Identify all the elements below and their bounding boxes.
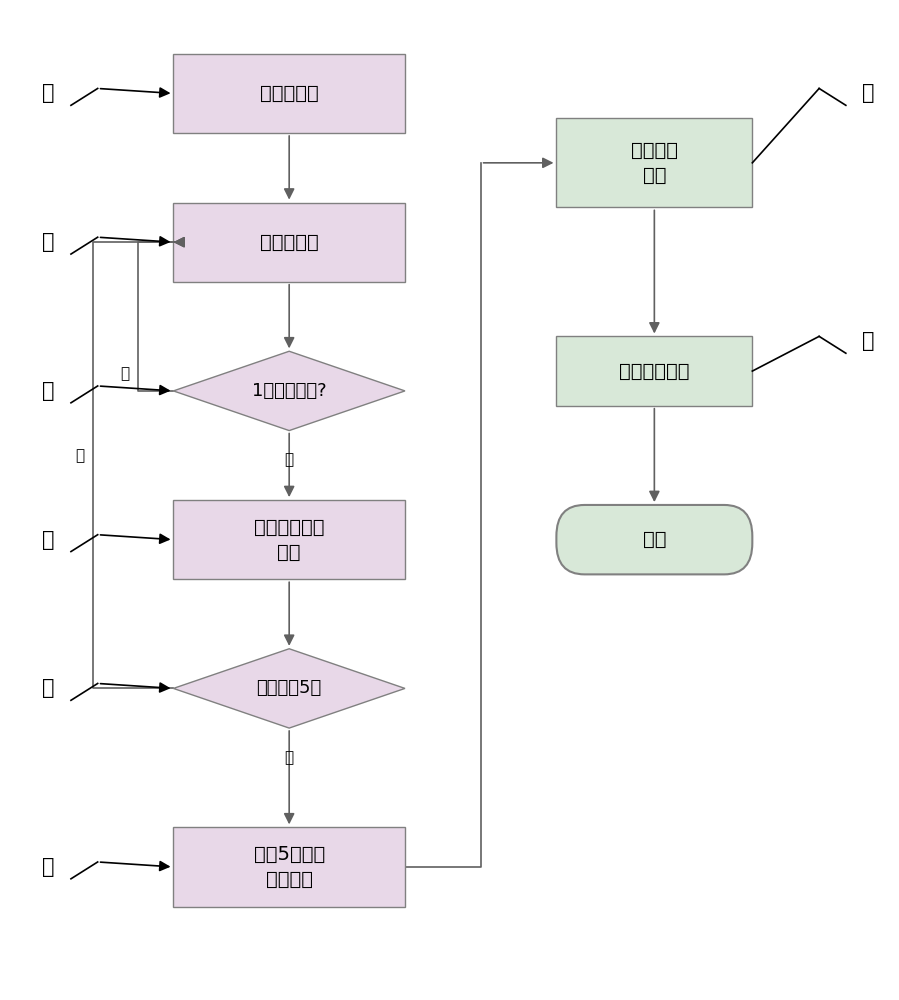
- Text: 六: 六: [42, 857, 55, 877]
- Text: 五: 五: [42, 678, 55, 698]
- FancyBboxPatch shape: [174, 500, 405, 579]
- Text: 结束: 结束: [643, 530, 666, 549]
- Text: 八: 八: [862, 331, 875, 351]
- Text: 脉冲数采集: 脉冲数采集: [260, 233, 318, 252]
- Text: 是: 是: [285, 750, 294, 765]
- Text: 否: 否: [120, 366, 129, 381]
- FancyBboxPatch shape: [174, 202, 405, 282]
- Text: 进行特征系数
计算: 进行特征系数 计算: [254, 518, 325, 562]
- Polygon shape: [174, 351, 405, 431]
- Text: 一: 一: [42, 83, 55, 103]
- Text: 1分钟时间到?: 1分钟时间到?: [252, 382, 326, 400]
- Text: 三: 三: [42, 381, 55, 401]
- Text: 是否达到5次: 是否达到5次: [256, 679, 322, 697]
- FancyBboxPatch shape: [556, 505, 752, 574]
- Text: 二: 二: [42, 232, 55, 252]
- Polygon shape: [174, 649, 405, 728]
- FancyBboxPatch shape: [174, 54, 405, 133]
- FancyBboxPatch shape: [556, 118, 752, 207]
- Text: 初步标定
成功: 初步标定 成功: [631, 141, 678, 185]
- Text: 七: 七: [862, 83, 875, 103]
- Text: 否: 否: [76, 448, 85, 463]
- Text: 开启定时器: 开启定时器: [260, 84, 318, 103]
- Text: 是: 是: [285, 452, 294, 467]
- Text: 进行长期修正: 进行长期修正: [619, 362, 690, 381]
- FancyBboxPatch shape: [556, 336, 752, 406]
- Text: 比较5次数值
取中间值: 比较5次数值 取中间值: [254, 845, 325, 889]
- Text: 四: 四: [42, 530, 55, 550]
- FancyBboxPatch shape: [174, 827, 405, 907]
